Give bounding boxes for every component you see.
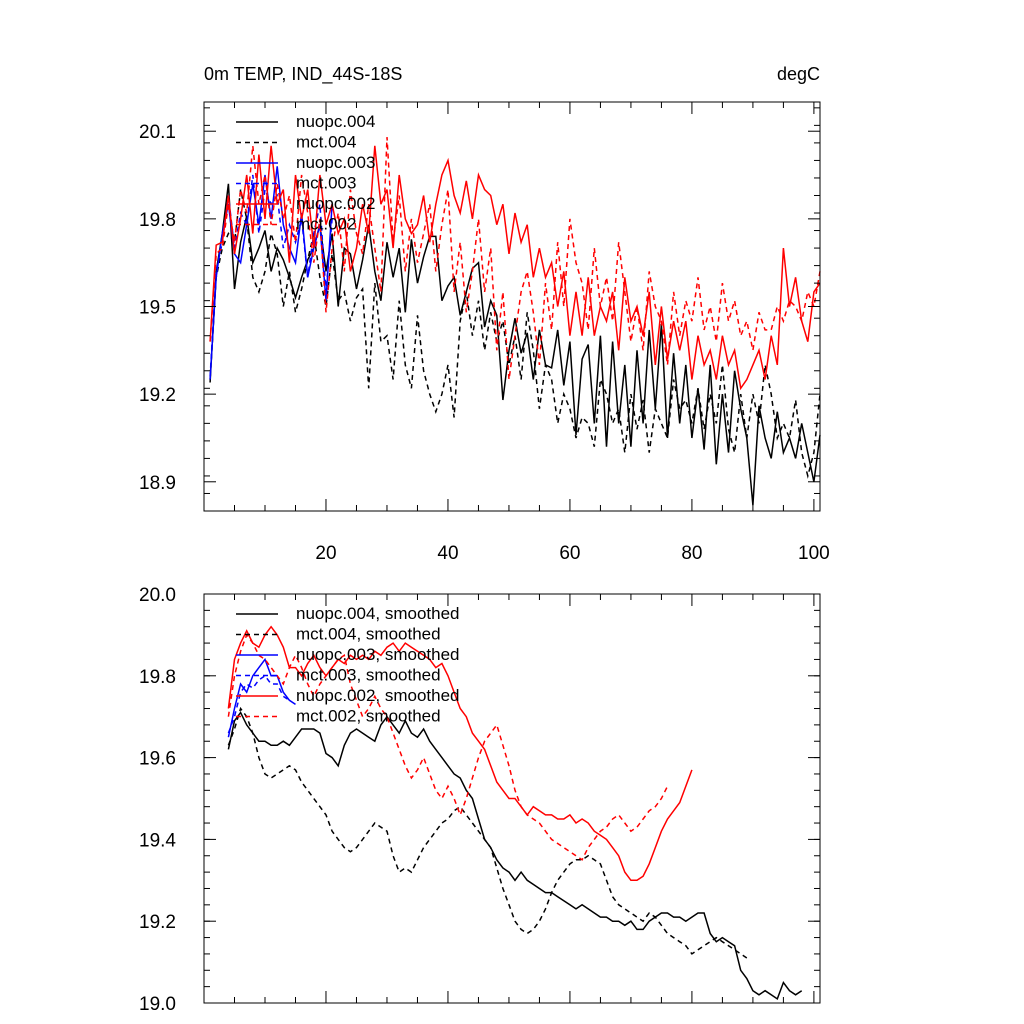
series-line-mct-002 — [209, 137, 821, 380]
y-tick-label: 19.2 — [139, 912, 176, 933]
top-panel: 0m TEMP, IND_44S-18S degC 18.9 19.2 19.5 19… — [139, 64, 830, 564]
legend-label: mct.003 — [296, 174, 356, 193]
y-tick-label: 19.5 — [139, 298, 176, 319]
legend-label: nuopc.003, smoothed — [296, 645, 460, 664]
legend-label: mct.004 — [296, 133, 356, 152]
series-line-nuopc-002-smoothed — [227, 625, 693, 882]
y-tick-label: 20.0 — [139, 585, 176, 606]
y-tick-label: 19.8 — [139, 667, 176, 688]
x-tick-label: 100 — [798, 543, 830, 564]
y-tick-label: 18.9 — [139, 473, 176, 494]
legend-label: mct.002 — [296, 215, 356, 234]
legend-label: nuopc.003 — [296, 153, 375, 172]
top-panel-units: degC — [777, 64, 820, 84]
legend-label: mct.003, smoothed — [296, 666, 441, 685]
series-line-mct-002-smoothed — [227, 633, 669, 861]
y-tick-label: 19.4 — [139, 830, 176, 851]
y-tick-label: 19.8 — [139, 210, 176, 231]
legend-label: nuopc.002 — [296, 194, 375, 213]
legend-label: nuopc.004, smoothed — [296, 604, 460, 623]
legend-label: nuopc.002, smoothed — [296, 686, 460, 705]
top-panel-series — [209, 137, 821, 506]
legend-label: mct.004, smoothed — [296, 625, 441, 644]
legend-label: nuopc.004 — [296, 112, 375, 131]
x-tick-label: 20 — [315, 543, 336, 564]
y-tick-label: 20.1 — [139, 122, 176, 143]
bottom-panel-frame — [203, 593, 821, 1004]
y-tick-label: 19.0 — [139, 994, 176, 1015]
top-panel-title: 0m TEMP, IND_44S-18S — [204, 64, 402, 85]
series-line-nuopc-002 — [209, 145, 821, 391]
legend-label: mct.002, smoothed — [296, 707, 441, 726]
x-tick-label: 40 — [437, 543, 458, 564]
bottom-panel: 19.0 19.2 19.4 19.6 19.8 20.0 nuopc.004, smoo… — [139, 585, 821, 1015]
series-line-nuopc-003-smoothed — [227, 657, 296, 738]
x-tick-label: 80 — [681, 543, 702, 564]
y-tick-label: 19.2 — [139, 385, 176, 406]
bottom-panel-series — [227, 625, 803, 1001]
y-tick-label: 19.6 — [139, 749, 176, 770]
series-line-nuopc-004-smoothed — [227, 711, 803, 1001]
series-line-mct-004-smoothed — [227, 706, 748, 959]
bottom-panel-axes: 19.0 19.2 19.4 19.6 19.8 20.0 — [139, 585, 820, 1015]
top-panel-axes: 18.9 19.2 19.5 19.8 20.1 20 40 60 80 100 — [139, 102, 830, 564]
x-tick-label: 60 — [559, 543, 580, 564]
